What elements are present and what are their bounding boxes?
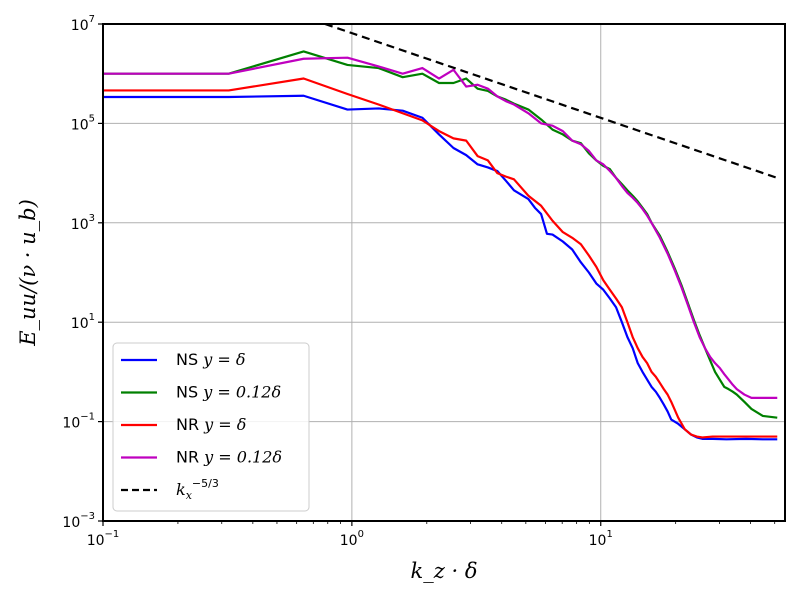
legend-label-0: NS y = δ xyxy=(176,350,245,369)
legend-label-4: kx−5/3 xyxy=(176,477,219,502)
y-tick-label: 103 xyxy=(71,213,95,233)
series-line-3 xyxy=(103,56,778,399)
y-tick-label: 10−1 xyxy=(62,412,95,432)
y-tick-label: 101 xyxy=(71,312,95,332)
y-tick-label: 10−3 xyxy=(62,511,95,531)
y-tick-label: 105 xyxy=(71,113,95,133)
legend-label-1: NS y = 0.12δ xyxy=(176,383,281,402)
x-tick-label: 101 xyxy=(589,529,613,549)
series-line-2 xyxy=(103,77,778,439)
series-layer xyxy=(103,24,778,441)
x-tick-label: 10−1 xyxy=(87,529,120,549)
y-axis-label: E_uu/(ν · u_b) xyxy=(16,199,40,347)
legend-box xyxy=(112,342,310,512)
y-tick-label: 107 xyxy=(71,14,95,34)
legend: NS y = δ NS y = 0.12δ NR y = δ NR y = 0.12δ… xyxy=(112,342,310,512)
series-line-4 xyxy=(324,24,778,179)
legend-label-2: NR y = δ xyxy=(176,415,246,434)
x-axis-label: k_z · δ xyxy=(411,559,478,583)
plot-frame xyxy=(102,23,786,522)
legend-label-3: NR y = 0.12δ xyxy=(176,448,282,467)
x-tick-label: 100 xyxy=(340,529,364,549)
